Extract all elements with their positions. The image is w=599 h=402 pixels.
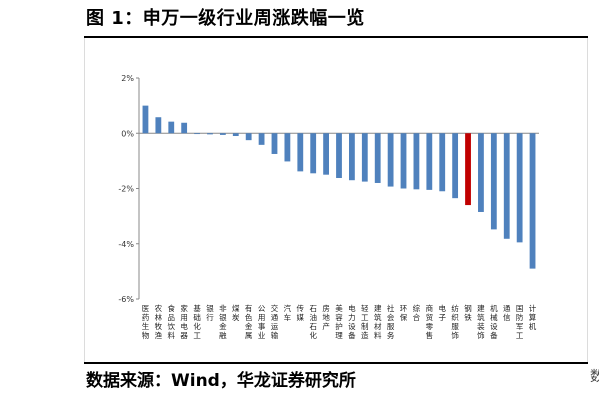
bar-28	[490, 133, 497, 230]
bar-20	[387, 133, 394, 187]
chart-frame: 2% 0% -2% -4% -6% 医药生物 农林牧渔 食品饮料 家用电器 基础化工 银行 非银金融煤…	[84, 38, 588, 362]
bar-chart: 2% 0% -2% -4% -6% 医药生物农林牧渔食品饮料家用电器基础化工银行非银金融煤…	[118, 74, 539, 340]
bar-6	[207, 133, 213, 135]
category-label: 环保	[400, 304, 408, 322]
bar-30	[516, 133, 523, 243]
bar-10	[258, 133, 265, 145]
bottom-rule	[84, 362, 588, 364]
bar-7	[219, 133, 226, 135]
category-label: 综合	[413, 303, 421, 322]
y-tick-label: 2%	[121, 74, 134, 83]
category-label: 计算机	[529, 303, 537, 331]
bar-22	[413, 133, 420, 190]
bar-5	[194, 133, 200, 135]
bar-3	[168, 121, 175, 134]
bar-21	[400, 133, 407, 189]
category-label: 美容护理	[335, 303, 343, 340]
category-label: 农林牧渔	[155, 303, 163, 340]
bar-26	[465, 133, 471, 206]
category-label: 建筑装饰	[477, 303, 485, 340]
bar-31	[529, 133, 536, 269]
bar-25	[452, 133, 459, 199]
category-label: 交通运输	[271, 303, 279, 340]
category-label: 食品饮料	[168, 303, 176, 340]
category-label: 房地产	[322, 303, 330, 331]
bar-4	[181, 122, 188, 134]
bar-9	[245, 133, 252, 141]
category-label: 传媒	[297, 303, 305, 322]
bar-29	[503, 133, 510, 239]
category-label: 建筑材料	[374, 303, 382, 340]
category-label: 银行	[206, 304, 214, 322]
bar-23	[426, 133, 433, 190]
category-label: 国防军工	[516, 304, 524, 340]
category-label: 纺织服饰	[451, 303, 459, 340]
top-rule	[84, 36, 588, 38]
category-label: 商贸零售	[426, 303, 434, 340]
category-label: 轻工制造	[361, 303, 369, 340]
category-label: 电子	[438, 303, 446, 322]
cropped-text: 数	[590, 369, 599, 385]
y-tick-label: 0%	[121, 129, 134, 138]
category-label: 机械设备	[490, 303, 498, 340]
bar-15	[323, 133, 329, 175]
y-tick-label: -2%	[118, 185, 134, 194]
category-label: 医药生物	[142, 304, 150, 340]
bar-16	[336, 133, 342, 179]
y-tick-label: -4%	[118, 240, 134, 249]
category-label: 电力设备	[348, 303, 356, 340]
bar-13	[297, 133, 304, 172]
bar-12	[284, 133, 291, 162]
category-label: 基础化工	[193, 303, 201, 340]
bar-14	[310, 133, 317, 174]
bar-18	[361, 133, 368, 182]
category-label: 公用事业	[258, 304, 266, 340]
bar-19	[374, 133, 381, 183]
bar-8	[232, 133, 239, 137]
bar-27	[478, 133, 484, 212]
category-label: 社会服务	[387, 303, 395, 340]
bar-1	[142, 105, 149, 134]
category-label: 钢铁	[464, 303, 472, 322]
bar-17	[349, 133, 355, 181]
source-note: 数据来源：Wind，华龙证券研究所	[86, 371, 356, 391]
figure-title: 图 1：申万一级行业周涨跌幅一览	[86, 8, 365, 29]
category-label: 通信	[503, 303, 511, 322]
bar-2	[155, 117, 162, 134]
category-label: 汽车	[284, 303, 292, 322]
category-label: 家用电器	[180, 303, 188, 340]
category-label: 石油石化	[309, 304, 317, 340]
category-label: 非银金融	[219, 303, 227, 340]
bar-24	[439, 133, 446, 192]
y-tick-label: -6%	[118, 295, 134, 304]
category-label: 有色金属	[245, 303, 253, 340]
category-label: 煤炭	[232, 303, 240, 322]
bar-11	[271, 133, 278, 154]
